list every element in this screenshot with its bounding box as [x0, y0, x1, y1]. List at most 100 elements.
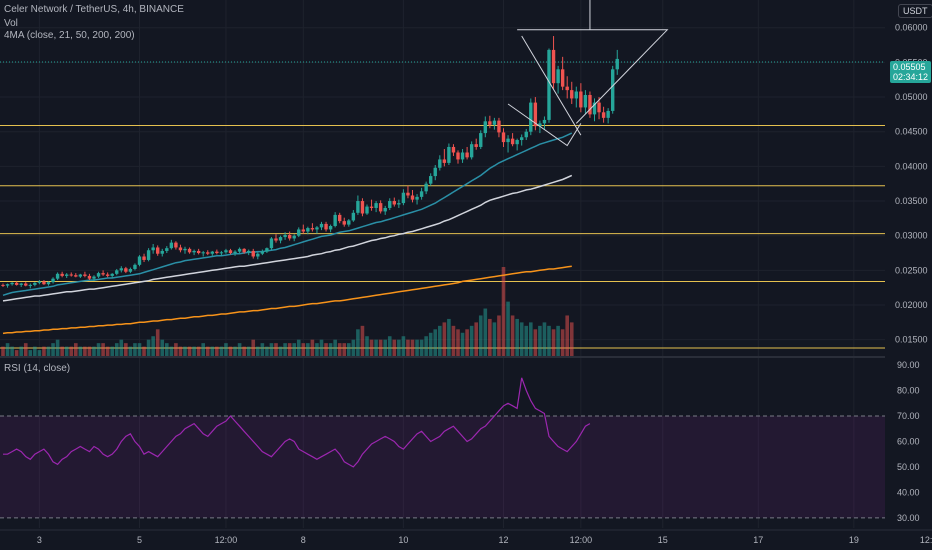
volume-bar	[401, 336, 406, 357]
volume-bar	[497, 315, 501, 357]
candle-body	[442, 159, 447, 163]
volume-bar	[333, 339, 337, 357]
rsi-tick-label: 80.00	[897, 386, 920, 396]
volume-bar	[324, 343, 328, 357]
candle-body	[378, 203, 383, 212]
time-tick-label: 12:00	[570, 535, 593, 545]
volume-bar	[392, 339, 397, 357]
candle-body	[565, 86, 569, 91]
volume-bar	[110, 346, 114, 357]
volume-bar	[529, 322, 533, 357]
candle-body	[583, 94, 588, 108]
volume-bar	[383, 339, 387, 357]
candle-body	[492, 120, 497, 125]
ma21-line	[2, 132, 573, 297]
volume-bar	[415, 339, 419, 357]
candle-body	[547, 49, 551, 120]
volume-bar	[319, 339, 324, 357]
time-tick-label: 10	[398, 535, 408, 545]
volume-bar	[488, 318, 492, 357]
volume-bar	[228, 346, 233, 357]
rsi-tick-label: 40.00	[897, 487, 920, 497]
candle-body	[301, 229, 305, 232]
volume-bar	[287, 343, 292, 357]
candle-body	[165, 248, 169, 251]
volume-bar	[233, 346, 237, 357]
candle-body	[497, 120, 501, 133]
volume-bar	[92, 346, 96, 357]
price-axis[interactable]: 0.060000.055000.050000.045000.040000.035…	[885, 0, 932, 528]
volume-bar	[160, 339, 165, 357]
candle-body	[10, 282, 14, 285]
time-tick-label: 5	[137, 535, 142, 545]
volume-bar	[438, 325, 442, 357]
candle-body	[160, 250, 164, 254]
candle-body	[187, 248, 192, 253]
last-price-tag: 0.05505 02:34:12	[890, 61, 932, 83]
candle-body	[469, 144, 474, 158]
price-tick-label: 0.06000	[895, 23, 928, 33]
volume-bar	[78, 346, 83, 357]
volume-bar	[360, 325, 365, 357]
volume-bar	[64, 346, 69, 357]
symbol-title[interactable]: Celer Network / TetherUS, 4h, BINANCE	[4, 4, 184, 15]
price-tick-label: 0.01500	[895, 335, 928, 345]
candle-body	[196, 250, 201, 254]
candle-body	[24, 283, 28, 286]
candle-body	[210, 251, 214, 254]
volume-bar	[347, 343, 351, 357]
volume-bar	[37, 350, 42, 357]
ma-indicator-label[interactable]: 4MA (close, 21, 50, 200, 200)	[4, 30, 135, 41]
candle-body	[342, 221, 346, 225]
candle-body	[233, 251, 237, 254]
volume-bar	[483, 308, 488, 357]
candle-body	[78, 274, 83, 277]
rsi-tick-label: 90.00	[897, 360, 920, 370]
volume-bar	[542, 322, 547, 357]
moving-averages	[2, 132, 573, 335]
candle-body	[588, 94, 592, 115]
volume-bar	[406, 339, 410, 357]
candle-body	[224, 250, 228, 253]
rsi-line	[3, 377, 591, 468]
volume-bar	[165, 343, 169, 357]
candle-body	[356, 201, 360, 213]
volume-bar	[174, 343, 178, 357]
ma200-line	[2, 265, 572, 335]
candle-body	[83, 274, 87, 276]
candle-body	[556, 69, 560, 84]
volume-bar	[224, 343, 228, 357]
time-axis[interactable]: 3 5 12:00 8 10 12 12:00 15 17 19 12:00	[0, 529, 932, 545]
volume-bar	[447, 318, 451, 357]
volume-bar	[42, 346, 46, 357]
volume-bar	[533, 329, 538, 357]
candle-body	[347, 220, 351, 225]
candle-body	[579, 91, 583, 108]
volume-bar	[478, 315, 483, 357]
rsi-indicator-label[interactable]: RSI (14, close)	[4, 363, 71, 374]
currency-button[interactable]: USDT	[898, 4, 932, 18]
candle-body	[146, 250, 151, 260]
price-tick-label: 0.04500	[895, 127, 928, 137]
price-axis-bg	[885, 0, 932, 528]
last-price-countdown: 02:34:12	[893, 72, 929, 82]
volume-bar	[515, 318, 519, 357]
volume-bar	[547, 325, 551, 357]
candle-body	[333, 214, 337, 226]
candle-body	[42, 281, 46, 285]
volume-bar	[28, 350, 33, 357]
candle-body	[137, 256, 142, 265]
candle-body	[310, 228, 315, 230]
candle-body	[37, 281, 42, 283]
candle-body	[228, 250, 233, 254]
candle-body	[192, 250, 196, 253]
candle-body	[55, 273, 60, 279]
price-tick-label: 0.04000	[895, 161, 928, 171]
volume-bar	[146, 339, 151, 357]
candle-body	[51, 278, 55, 283]
volume-bar	[192, 346, 196, 357]
volume-label[interactable]: Vol	[4, 18, 18, 29]
candle-body	[133, 264, 137, 269]
volume-bar	[524, 325, 529, 357]
